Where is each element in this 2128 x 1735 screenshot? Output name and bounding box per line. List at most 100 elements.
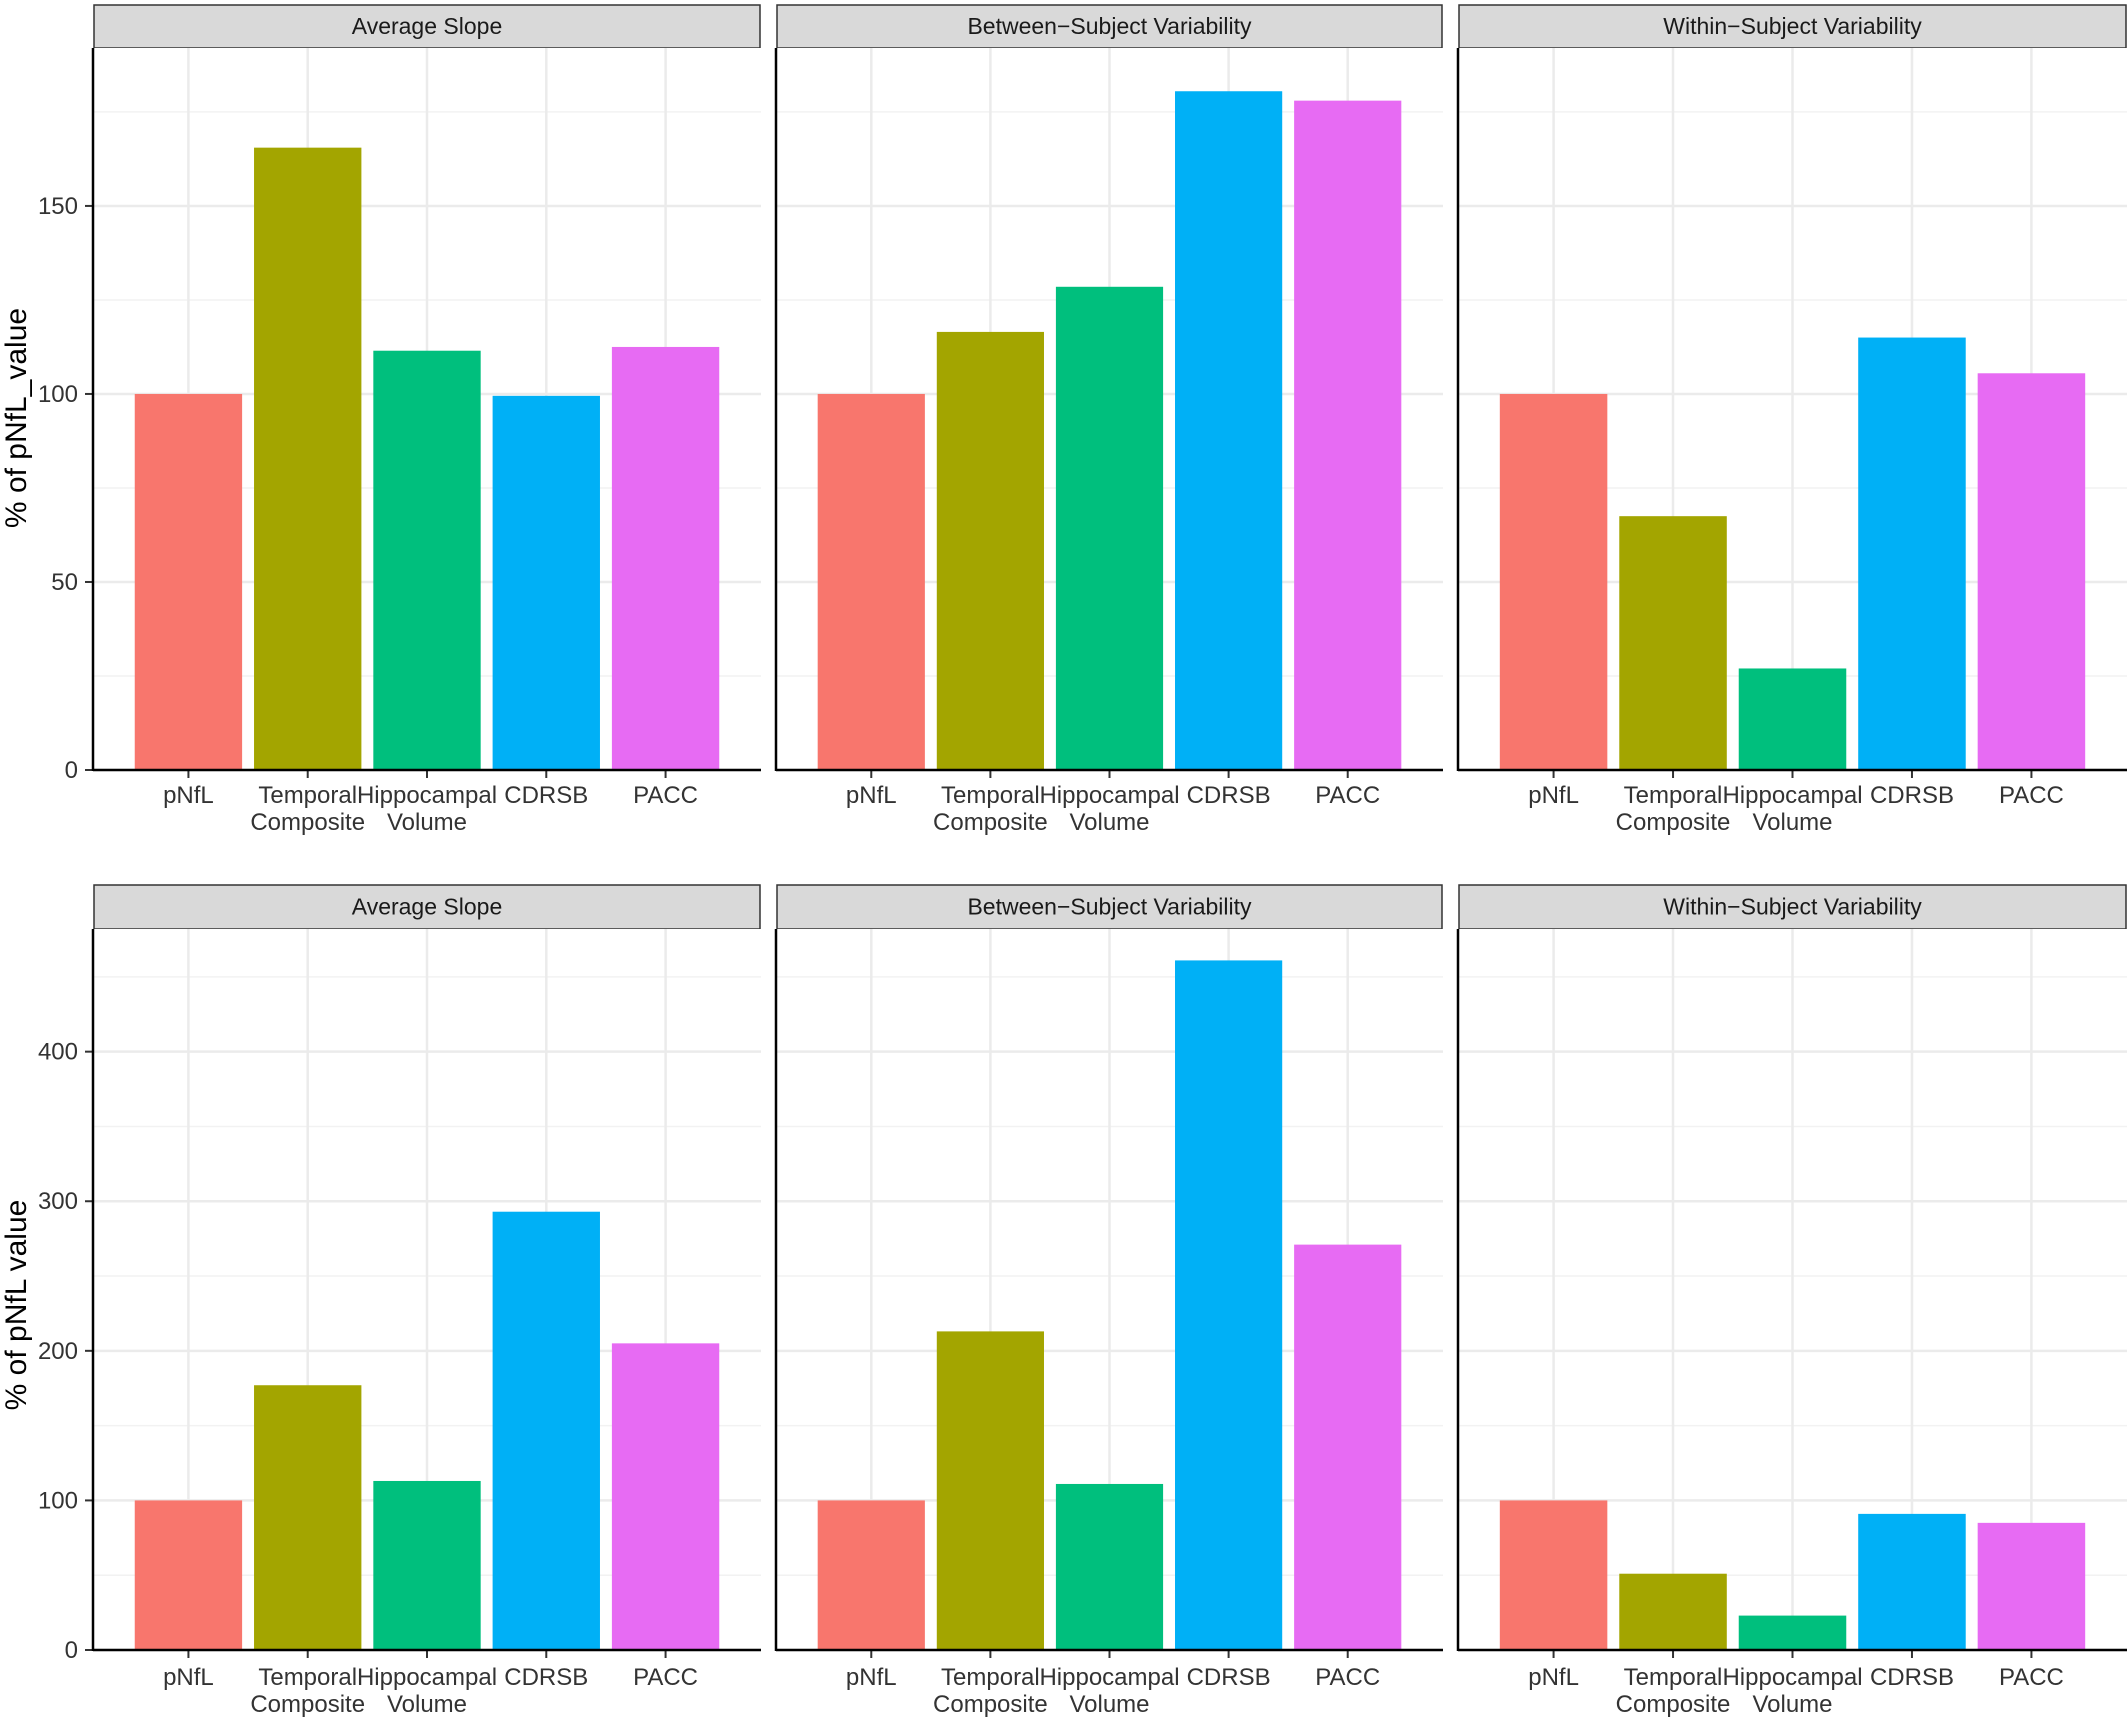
x-tick-label: pNfL: [846, 1664, 897, 1691]
bar-cdrsb: [1175, 960, 1283, 1650]
x-tick-label-line: Composite: [250, 1691, 365, 1718]
bar-cdrsb: [1175, 91, 1283, 770]
facet-strip-title: Average Slope: [352, 894, 502, 920]
x-tick-label-line: pNfL: [163, 782, 214, 809]
y-tick-label: 0: [65, 757, 78, 784]
x-tick-label-line: CDRSB: [504, 1664, 588, 1691]
x-tick-label-line: PACC: [1999, 1664, 2064, 1691]
x-tick-label-line: Composite: [933, 1691, 1048, 1718]
x-tick-label-line: Temporal: [1624, 782, 1723, 809]
bar-temporal-composite: [254, 1385, 362, 1650]
x-tick-label: Hippocampal Volume: [1722, 782, 1862, 836]
bar-temporal-composite: [1619, 1573, 1727, 1650]
facet-strip-title: Within−Subject Variability: [1663, 894, 1922, 920]
x-tick-label: Temporal Composite: [1616, 1664, 1731, 1718]
x-tick-label-line: CDRSB: [1187, 782, 1271, 809]
x-tick-label: Temporal Composite: [250, 1664, 365, 1718]
x-tick-label-line: CDRSB: [1870, 782, 1954, 809]
x-tick-label: CDRSB: [1870, 1664, 1954, 1691]
bar-pnfl: [1499, 393, 1608, 770]
x-tick-label-line: Temporal: [258, 782, 357, 809]
bar-hippocampal-volume: [1055, 1483, 1164, 1650]
y-axis-title: % of pNfL_value: [0, 308, 33, 528]
x-tick-label-line: CDRSB: [1870, 1664, 1954, 1691]
x-tick-label: Hippocampal Volume: [1722, 1664, 1862, 1718]
x-tick-label-line: Volume: [387, 809, 467, 836]
x-tick-label: Hippocampal Volume: [1039, 1664, 1179, 1718]
y-tick-label: 200: [38, 1338, 78, 1365]
x-tick-label-line: Hippocampal: [1722, 782, 1862, 809]
x-tick-label: Hippocampal Volume: [357, 1664, 497, 1718]
x-tick-label: CDRSB: [504, 1664, 588, 1691]
facet-panel: Average Slope pNfL Temporal CompositeHippoc…: [91, 4, 761, 836]
facet-strip-title: Between−Subject Variability: [967, 894, 1252, 920]
x-tick-label: pNfL: [846, 782, 897, 809]
x-tick-label-line: PACC: [633, 1664, 698, 1691]
x-tick-label: PACC: [1999, 1664, 2064, 1691]
bar-hippocampal-volume: [1738, 1615, 1847, 1650]
bar-pnfl: [1499, 1500, 1608, 1650]
bar-temporal-composite: [1619, 516, 1727, 770]
x-tick-label: pNfL: [163, 782, 214, 809]
x-tick-label: Temporal Composite: [1616, 782, 1731, 836]
x-tick-label: CDRSB: [1187, 1664, 1271, 1691]
y-tick-label: 300: [38, 1188, 78, 1215]
bar-cdrsb: [1858, 1513, 1966, 1650]
bar-pacc: [1294, 1244, 1402, 1650]
x-tick-label-line: Composite: [250, 809, 365, 836]
x-tick-label: PACC: [1315, 1664, 1380, 1691]
x-tick-label-line: pNfL: [846, 1664, 897, 1691]
x-tick-label: CDRSB: [1870, 782, 1954, 809]
y-tick-label: 0: [65, 1637, 78, 1664]
x-tick-label-line: Composite: [933, 809, 1048, 836]
x-tick-label-line: Volume: [1069, 1691, 1149, 1718]
bar-hippocampal-volume: [373, 350, 481, 770]
bar-pnfl: [817, 1500, 925, 1650]
bar-pacc: [1977, 373, 2086, 770]
x-tick-label: pNfL: [1528, 782, 1579, 809]
chart-row-top: % of pNfL_value 0 50 100 150 Average Slope pNf…: [0, 4, 2127, 836]
facet-strip: [93, 4, 761, 49]
bar-hippocampal-volume: [1055, 286, 1164, 770]
facet-strip: [1458, 4, 2127, 49]
x-tick-label-line: pNfL: [1528, 782, 1579, 809]
x-tick-label: PACC: [1999, 782, 2064, 809]
bar-temporal-composite: [936, 1331, 1044, 1650]
facet-strip-title: Between−Subject Variability: [967, 13, 1252, 39]
x-tick-label-line: Hippocampal: [1722, 1664, 1862, 1691]
y-tick-label: 150: [38, 193, 78, 220]
x-tick-label: Temporal Composite: [933, 1664, 1048, 1718]
x-tick-label-line: PACC: [1315, 1664, 1380, 1691]
x-tick-label: CDRSB: [504, 782, 588, 809]
x-tick-label: Temporal Composite: [250, 782, 365, 836]
facet-panel: Between−Subject Variability pNfL Temporal C…: [774, 4, 1443, 836]
facet-strip: [1458, 884, 2127, 930]
bar-temporal-composite: [936, 331, 1044, 770]
x-tick-label: pNfL: [163, 1664, 214, 1691]
x-tick-label: Temporal Composite: [933, 782, 1048, 836]
facet-strip-title: Average Slope: [352, 13, 502, 39]
x-tick-label: PACC: [633, 782, 698, 809]
y-tick-label: 100: [38, 381, 78, 408]
y-axis-title: % of pNfL value: [0, 1200, 33, 1411]
facet-strip: [776, 4, 1443, 49]
x-tick-label-line: Hippocampal: [357, 1664, 497, 1691]
x-tick-label-line: CDRSB: [504, 782, 588, 809]
facet-panel: Within−Subject Variability pNfL Temporal Co…: [1456, 4, 2127, 836]
facet-strip-title: Within−Subject Variability: [1663, 13, 1922, 39]
x-tick-label-line: Temporal: [1624, 1664, 1723, 1691]
x-tick-label: Hippocampal Volume: [1039, 782, 1179, 836]
x-tick-label-line: PACC: [1999, 782, 2064, 809]
facet-panel: Average Slope pNfL Temporal CompositeHippoc…: [91, 884, 761, 1718]
bar-cdrsb: [1858, 337, 1966, 770]
bar-pnfl: [134, 1500, 243, 1650]
bar-temporal-composite: [254, 147, 362, 770]
bar-pacc: [1294, 100, 1402, 771]
bar-pacc: [611, 346, 720, 770]
bar-cdrsb: [492, 395, 600, 770]
x-tick-label-line: Temporal: [258, 1664, 357, 1691]
x-tick-label: pNfL: [1528, 1664, 1579, 1691]
x-tick-label-line: pNfL: [1528, 1664, 1579, 1691]
bar-cdrsb: [492, 1211, 600, 1650]
